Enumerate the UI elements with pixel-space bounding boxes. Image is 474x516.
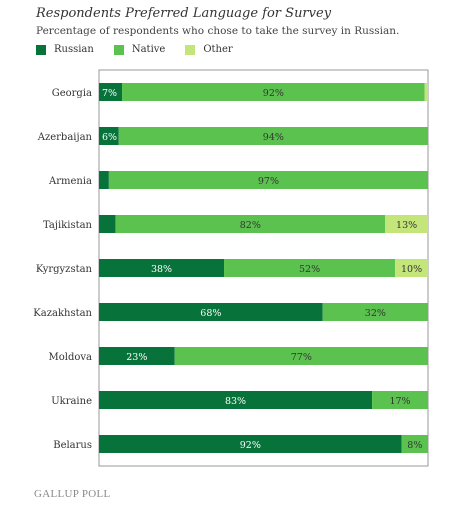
bar-russian-georgia (99, 83, 123, 101)
data-label-native-belarus: 8% (407, 440, 422, 451)
data-label-russian-kyrgyzstan: 38% (151, 264, 172, 275)
bar-russian-kyrgyzstan (99, 259, 225, 277)
category-label-azerbaijan: Azerbaijan (37, 132, 93, 143)
data-label-native-tajikistan: 82% (240, 220, 261, 231)
bar-russian-kazakhstan (99, 303, 323, 321)
bar-russian-moldova (99, 347, 175, 365)
legend-swatch-other (185, 44, 196, 55)
legend-label-native: Native (131, 44, 166, 55)
data-label-native-moldova: 77% (291, 352, 312, 363)
data-label-russian-ukraine: 83% (225, 396, 246, 407)
bar-native-ukraine (372, 391, 428, 409)
chart-subtitle: Percentage of respondents who chose to t… (36, 25, 400, 37)
bar-native-kazakhstan (322, 303, 428, 321)
bar-russian-ukraine (99, 391, 373, 409)
chart-title: Respondents Preferred Language for Surve… (36, 6, 332, 21)
category-label-kazakhstan: Kazakhstan (33, 308, 92, 319)
source-credit: GALLUP POLL (34, 488, 111, 500)
data-label-native-ukraine: 17% (389, 396, 410, 407)
category-label-kyrgyzstan: Kyrgyzstan (36, 264, 93, 275)
data-label-native-azerbaijan: 94% (263, 132, 284, 143)
bar-other-georgia (424, 83, 428, 101)
data-label-russian-belarus: 92% (240, 440, 261, 451)
data-label-russian-azerbaijan: 6% (102, 132, 117, 143)
category-label-belarus: Belarus (53, 440, 92, 451)
data-label-other-tajikistan: 13% (396, 220, 417, 231)
bar-russian-belarus (99, 435, 402, 453)
legend-item-native: Native (113, 44, 166, 55)
bar-other-kyrgyzstan (395, 259, 428, 277)
bar-other-tajikistan (385, 215, 428, 233)
legend-swatch-russian (36, 44, 46, 55)
bar-chart: Georgia 7% 92% Azerbaijan 6% 94% Armenia 97% Taj… (33, 69, 429, 467)
bar-native-armenia (108, 171, 429, 189)
bar-native-tajikistan (115, 215, 386, 233)
category-label-tajikistan: Tajikistan (43, 220, 93, 231)
data-label-native-kyrgyzstan: 52% (299, 264, 320, 275)
data-label-native-armenia: 97% (258, 176, 279, 187)
bar-russian-tajikistan (99, 215, 116, 233)
data-label-native-kazakhstan: 32% (365, 308, 386, 319)
bar-native-azerbaijan (118, 127, 429, 145)
data-label-russian-georgia: 7% (102, 88, 117, 99)
legend: Russian Native Other (36, 44, 253, 55)
legend-label-russian: Russian (54, 44, 94, 55)
bar-native-belarus (401, 435, 428, 453)
bar-native-moldova (174, 347, 428, 365)
category-label-moldova: Moldova (49, 352, 93, 363)
category-label-georgia: Georgia (52, 88, 92, 99)
legend-item-russian: Russian (36, 44, 94, 55)
data-label-russian-moldova: 23% (126, 352, 147, 363)
category-label-armenia: Armenia (48, 176, 92, 187)
data-label-other-kyrgyzstan: 10% (401, 264, 422, 275)
data-label-native-georgia: 92% (263, 88, 284, 99)
bar-russian-azerbaijan (99, 127, 119, 145)
data-label-russian-kazakhstan: 68% (200, 308, 221, 319)
legend-label-other: Other (203, 44, 233, 55)
bar-native-kyrgyzstan (224, 259, 396, 277)
legend-swatch-native (113, 44, 124, 55)
bar-russian-armenia (99, 171, 109, 189)
category-label-ukraine: Ukraine (51, 396, 92, 407)
bar-native-georgia (122, 83, 425, 101)
legend-item-other: Other (185, 44, 233, 55)
